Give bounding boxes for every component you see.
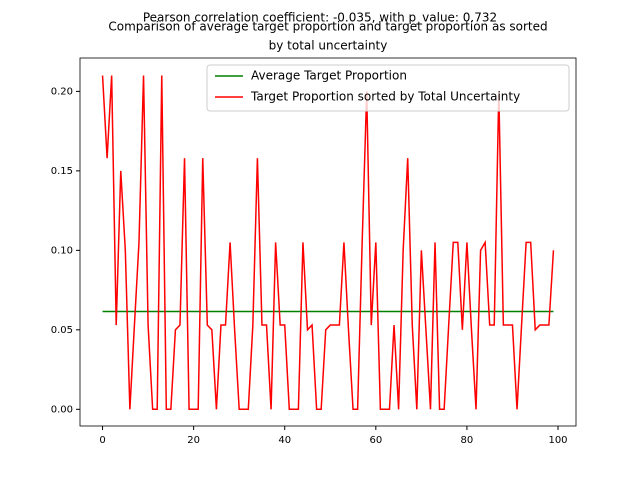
x-tick-label: 40 xyxy=(278,435,291,446)
y-tick-label: 0.20 xyxy=(51,86,73,97)
y-tick-label: 0.00 xyxy=(51,404,73,415)
chart-title: by total uncertainty xyxy=(269,39,388,53)
y-tick-label: 0.10 xyxy=(51,245,73,256)
chart-title: Comparison of average target proportion … xyxy=(108,20,547,34)
x-tick-label: 80 xyxy=(461,435,474,446)
line xyxy=(101,75,555,411)
y-tick-label: 0.05 xyxy=(51,325,73,336)
legend-box xyxy=(206,64,570,112)
x-tick-label: 100 xyxy=(548,435,567,446)
suptitle: Pearson correlation coefficient: -0.035,… xyxy=(143,11,497,25)
legend-label: Average Target Proportion xyxy=(251,69,407,83)
legend-label: Target Proportion sorted by Total Uncert… xyxy=(250,90,520,104)
x-tick-label: 0 xyxy=(99,435,105,446)
x-tick-label: 60 xyxy=(369,435,382,446)
x-tick-label: 20 xyxy=(187,435,200,446)
plot-frame xyxy=(79,57,577,427)
y-tick-label: 0.15 xyxy=(51,166,73,177)
